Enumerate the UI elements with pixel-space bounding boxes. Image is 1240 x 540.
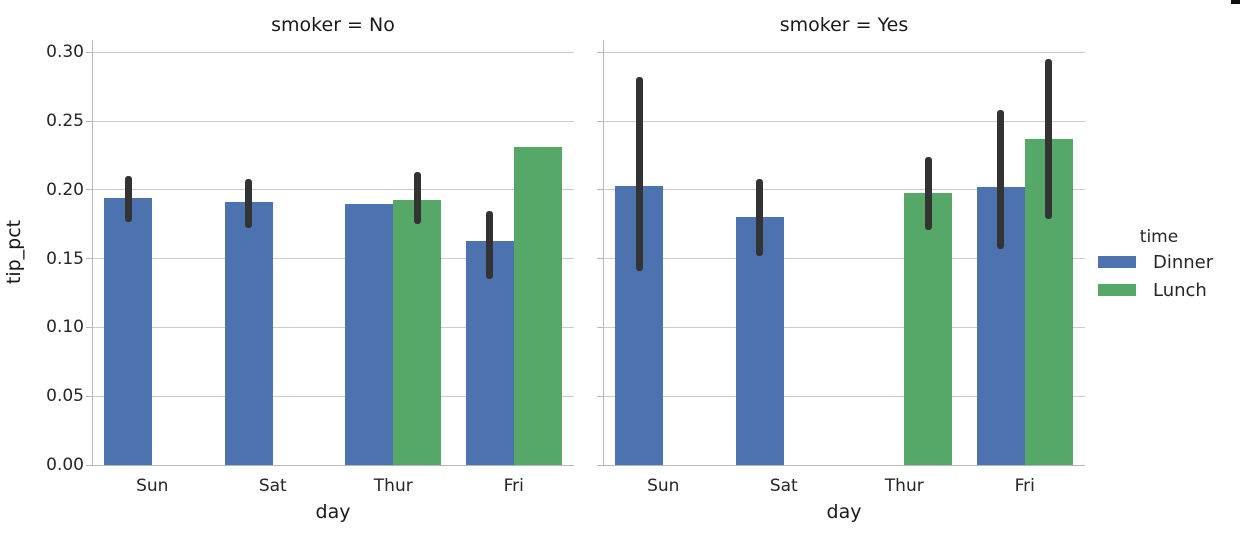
x-axis-label: day bbox=[315, 501, 351, 523]
legend-item-lunch: Lunch bbox=[1098, 276, 1238, 304]
gridline-y-0.05 bbox=[92, 395, 574, 397]
x-tick-label-thur: Thur bbox=[373, 476, 413, 496]
y-tick-mark bbox=[86, 120, 92, 122]
y-tick-label: 0.00 bbox=[46, 455, 84, 475]
errorbar-fri-dinner bbox=[486, 210, 494, 280]
x-axis-label: day bbox=[826, 501, 862, 523]
y-tick-mark bbox=[597, 395, 603, 397]
y-tick-mark bbox=[597, 189, 603, 191]
errorbar-fri-dinner bbox=[997, 110, 1005, 250]
gridline-y-0.15 bbox=[92, 258, 574, 260]
legend-label-lunch: Lunch bbox=[1153, 279, 1207, 301]
x-tick-label-sat: Sat bbox=[258, 476, 287, 496]
x-axis-spine bbox=[603, 465, 1085, 466]
x-tick-label-fri: Fri bbox=[1014, 476, 1035, 496]
gridline-y-0.20 bbox=[603, 189, 1085, 191]
x-tick-label-thur: Thur bbox=[884, 476, 924, 496]
x-tick-label-sun: Sun bbox=[136, 476, 169, 496]
y-tick-label: 0.20 bbox=[46, 179, 84, 200]
errorbar-sun-dinner bbox=[635, 77, 643, 272]
facet-title-smoker-no: smoker = No bbox=[271, 14, 395, 36]
facet-title-smoker-yes: smoker = Yes bbox=[779, 14, 909, 36]
y-tick-label: 0.30 bbox=[46, 42, 84, 63]
y-axis-spine bbox=[603, 40, 604, 465]
y-tick-label: 0.05 bbox=[46, 386, 84, 407]
bar-no-sun-dinner bbox=[104, 198, 153, 465]
x-tick-label-fri: Fri bbox=[503, 476, 524, 496]
gridline-y-0.20 bbox=[92, 189, 574, 191]
legend: time Dinner Lunch bbox=[1098, 226, 1238, 304]
x-tick-label-sun: Sun bbox=[647, 476, 680, 496]
legend-item-dinner: Dinner bbox=[1098, 248, 1238, 276]
legend-label-dinner: Dinner bbox=[1153, 251, 1214, 273]
y-tick-mark bbox=[86, 395, 92, 397]
facet-panel-smoker-yes bbox=[597, 40, 1085, 466]
errorbar-sun-dinner bbox=[124, 176, 132, 222]
legend-title: time bbox=[1139, 227, 1179, 247]
gridline-y-0.15 bbox=[603, 258, 1085, 260]
y-tick-mark bbox=[597, 258, 603, 260]
y-tick-mark bbox=[597, 326, 603, 328]
y-tick-mark bbox=[86, 189, 92, 191]
y-axis-spine bbox=[92, 40, 93, 465]
gridline-y-0.30 bbox=[92, 51, 574, 53]
errorbar-fri-lunch bbox=[1045, 59, 1053, 219]
bar-no-sat-dinner bbox=[224, 202, 273, 465]
y-axis-label: tip_pct bbox=[3, 219, 25, 285]
errorbar-sat-dinner bbox=[756, 178, 764, 256]
y-tick-label: 0.25 bbox=[46, 111, 84, 132]
y-tick-mark bbox=[86, 326, 92, 328]
y-tick-mark bbox=[597, 120, 603, 122]
bar-yes-thur-lunch bbox=[904, 192, 953, 465]
gridline-y-0.30 bbox=[603, 51, 1085, 53]
bar-no-thur-dinner bbox=[345, 203, 394, 465]
y-tick-mark bbox=[597, 464, 603, 466]
facet-panel-smoker-no bbox=[86, 40, 574, 466]
legend-swatch-dinner-icon bbox=[1098, 256, 1136, 268]
x-axis-spine bbox=[92, 465, 574, 466]
gridline-y-0.25 bbox=[92, 120, 574, 122]
gridline-y-0.25 bbox=[603, 120, 1085, 122]
y-tick-label: 0.15 bbox=[46, 248, 84, 269]
errorbar-sat-dinner bbox=[245, 178, 253, 229]
bar-no-thur-lunch bbox=[393, 199, 442, 465]
gridline-y-0.10 bbox=[603, 326, 1085, 328]
gridline-y-0.10 bbox=[92, 326, 574, 328]
y-tick-mark bbox=[86, 258, 92, 260]
legend-swatch-lunch-icon bbox=[1098, 284, 1136, 296]
bar-yes-sat-dinner bbox=[735, 217, 784, 465]
errorbar-thur-lunch bbox=[924, 156, 932, 230]
y-tick-mark bbox=[597, 51, 603, 53]
bar-no-fri-lunch bbox=[513, 147, 562, 465]
screenshot-corner-artifact bbox=[1231, 0, 1240, 4]
x-tick-label-sat: Sat bbox=[769, 476, 798, 496]
gridline-y-0.05 bbox=[603, 395, 1085, 397]
errorbar-thur-lunch bbox=[413, 172, 421, 225]
y-tick-mark bbox=[86, 464, 92, 466]
y-tick-mark bbox=[86, 51, 92, 53]
y-tick-label: 0.10 bbox=[46, 317, 84, 338]
